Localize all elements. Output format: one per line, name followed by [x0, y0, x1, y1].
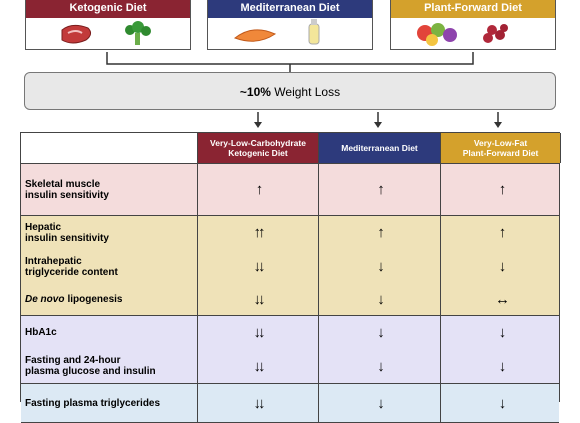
- diet-title: Plant-Forward Diet: [391, 0, 555, 18]
- effect-arrow: ↓↓: [198, 249, 319, 284]
- effect-arrow: ↑: [498, 181, 507, 198]
- row-label: HbA1c: [21, 316, 198, 349]
- row-label-italic: De novo: [25, 294, 65, 305]
- row-label: De novo lipogenesis: [21, 284, 198, 315]
- effect-arrow: ↓↓: [198, 384, 319, 422]
- effect-arrow: ↓: [319, 316, 441, 349]
- connectors: [61, 19, 508, 128]
- column-header: Very-Low-Carbohydrate Ketogenic Diet: [198, 133, 319, 163]
- diet-title: Ketogenic Diet: [26, 0, 190, 18]
- header-row: Very-Low-Carbohydrate Ketogenic Diet Medi…: [21, 133, 561, 164]
- effect-arrow: ↑↑: [198, 216, 319, 249]
- effect-arrow: ↓: [498, 258, 507, 275]
- effect-arrow: ↓: [498, 357, 507, 375]
- effect-arrow: ↓: [319, 249, 441, 284]
- effect-arrow: ↑: [498, 224, 507, 241]
- effect-arrow: ↑: [319, 164, 441, 215]
- effect-arrow: ↓↓: [198, 316, 319, 349]
- effect-arrow: ↔: [495, 291, 510, 308]
- table-row: HbA1c ↓↓ ↓ ↓: [21, 316, 559, 349]
- weight-loss-box: ~10% Weight Loss: [24, 72, 556, 110]
- outcome-table: Very-Low-Carbohydrate Ketogenic Diet Medi…: [20, 132, 561, 423]
- diet-card: Ketogenic Diet: [25, 0, 191, 50]
- column-header: Very-Low-Fat Plant-Forward Diet: [441, 133, 561, 163]
- row-label-text: lipogenesis: [67, 294, 123, 305]
- effect-arrow: ↑: [319, 216, 441, 249]
- weight-loss-value: ~10%: [239, 85, 271, 99]
- diet-card: Plant-Forward Diet: [390, 0, 556, 50]
- row-label: Fasting and 24-hour plasma glucose and i…: [21, 349, 198, 383]
- page: {"diets":[{"title":"Ketogenic Diet","col…: [20, 0, 561, 423]
- table-row: Fasting and 24-hour plasma glucose and i…: [21, 349, 559, 384]
- effect-arrow: ↓: [319, 384, 441, 422]
- column-header: Mediterranean Diet: [319, 133, 441, 163]
- effect-arrow: ↓: [498, 394, 507, 412]
- effect-arrow: ↓: [319, 349, 441, 383]
- effect-arrow: ↓↓: [198, 349, 319, 383]
- row-label: Skeletal muscle insulin sensitivity: [21, 164, 198, 215]
- effect-arrow: ↓: [498, 324, 507, 341]
- table-row: Fasting plasma triglycerides ↓↓ ↓ ↓: [21, 384, 559, 423]
- diet-card: Mediterranean Diet: [207, 0, 373, 50]
- table-row: Skeletal muscle insulin sensitivity ↑ ↑ ↑: [21, 164, 559, 216]
- table-row: Intrahepatic triglyceride content ↓↓ ↓ ↓: [21, 249, 559, 284]
- row-label: Hepatic insulin sensitivity: [21, 216, 198, 249]
- weight-loss-text: Weight Loss: [274, 85, 341, 99]
- effect-arrow: ↓: [319, 284, 441, 315]
- table-row: De novo lipogenesis ↓↓ ↓ ↔: [21, 284, 559, 316]
- table-row: Hepatic insulin sensitivity ↑↑ ↑ ↑: [21, 216, 559, 249]
- diet-title: Mediterranean Diet: [208, 0, 372, 18]
- row-label: Intrahepatic triglyceride content: [21, 249, 198, 284]
- row-label: Fasting plasma triglycerides: [21, 384, 198, 422]
- effect-arrow: ↓↓: [198, 284, 319, 315]
- header-blank: [21, 133, 198, 163]
- effect-arrow: ↑: [198, 164, 319, 215]
- food-icons: [61, 19, 508, 46]
